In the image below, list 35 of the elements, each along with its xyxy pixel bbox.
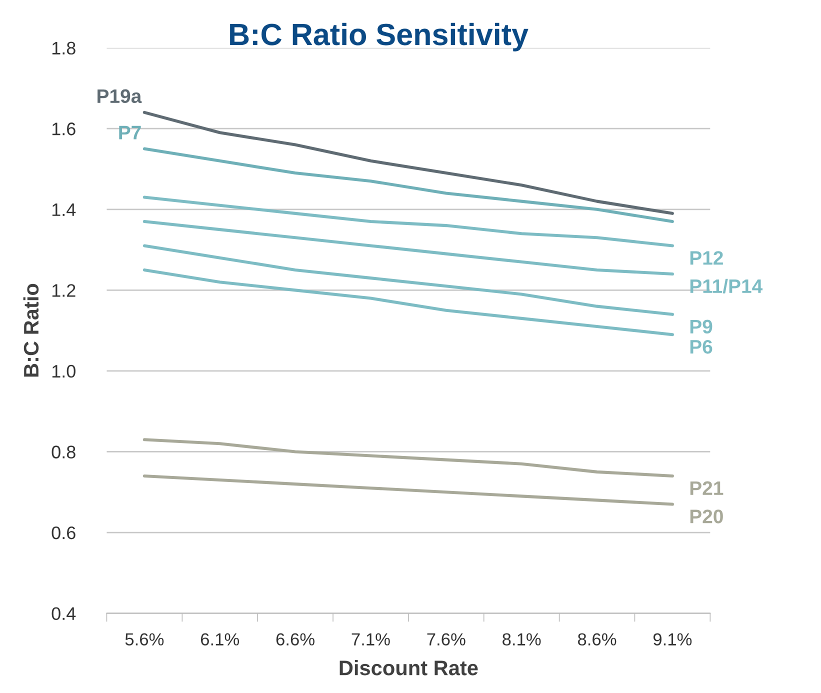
line-series [142,110,674,215]
line-series [142,196,674,248]
y-tick-label: 1.2 [52,284,76,297]
series-label: P19a [98,89,142,104]
line-series [142,244,674,316]
line-series [142,220,674,276]
x-tick-label: 8.6% [578,633,616,646]
y-tick-label: 0.8 [52,446,76,458]
x-tick-label: 9.1% [653,633,692,646]
x-tick-label: 7.6% [427,633,466,646]
series-label: P9 [690,320,712,334]
y-tick-label: 1.4 [52,204,76,216]
y-axis-title: B:C Ratio [23,284,39,377]
series-label: P11/P14 [690,278,763,294]
y-tick-label: 1.6 [52,122,76,136]
y-tick-label: 1.0 [52,364,76,378]
x-tick-label: 8.1% [502,633,541,646]
line-series [142,147,674,224]
y-tick-label: 0.6 [52,526,76,540]
x-tick-label: 6.6% [276,633,314,646]
x-tick-label: 7.1% [352,633,390,646]
y-tick-label: 0.4 [52,607,76,620]
series-label: P6 [690,340,712,354]
line-series [142,438,674,478]
series-label: P7 [119,126,141,140]
x-tick-label: 6.1% [200,633,240,646]
x-tick-label: 5.6% [125,633,164,646]
series-label: P21 [690,481,724,495]
line-series [142,474,674,506]
series-label: P20 [690,510,723,524]
x-axis-title: Discount Rate [340,660,478,676]
line-series [142,268,674,336]
y-tick-label: 1.8 [52,42,76,55]
chart-title: B:C Ratio Sensitivity [230,22,528,52]
series-label: P12 [690,251,723,265]
